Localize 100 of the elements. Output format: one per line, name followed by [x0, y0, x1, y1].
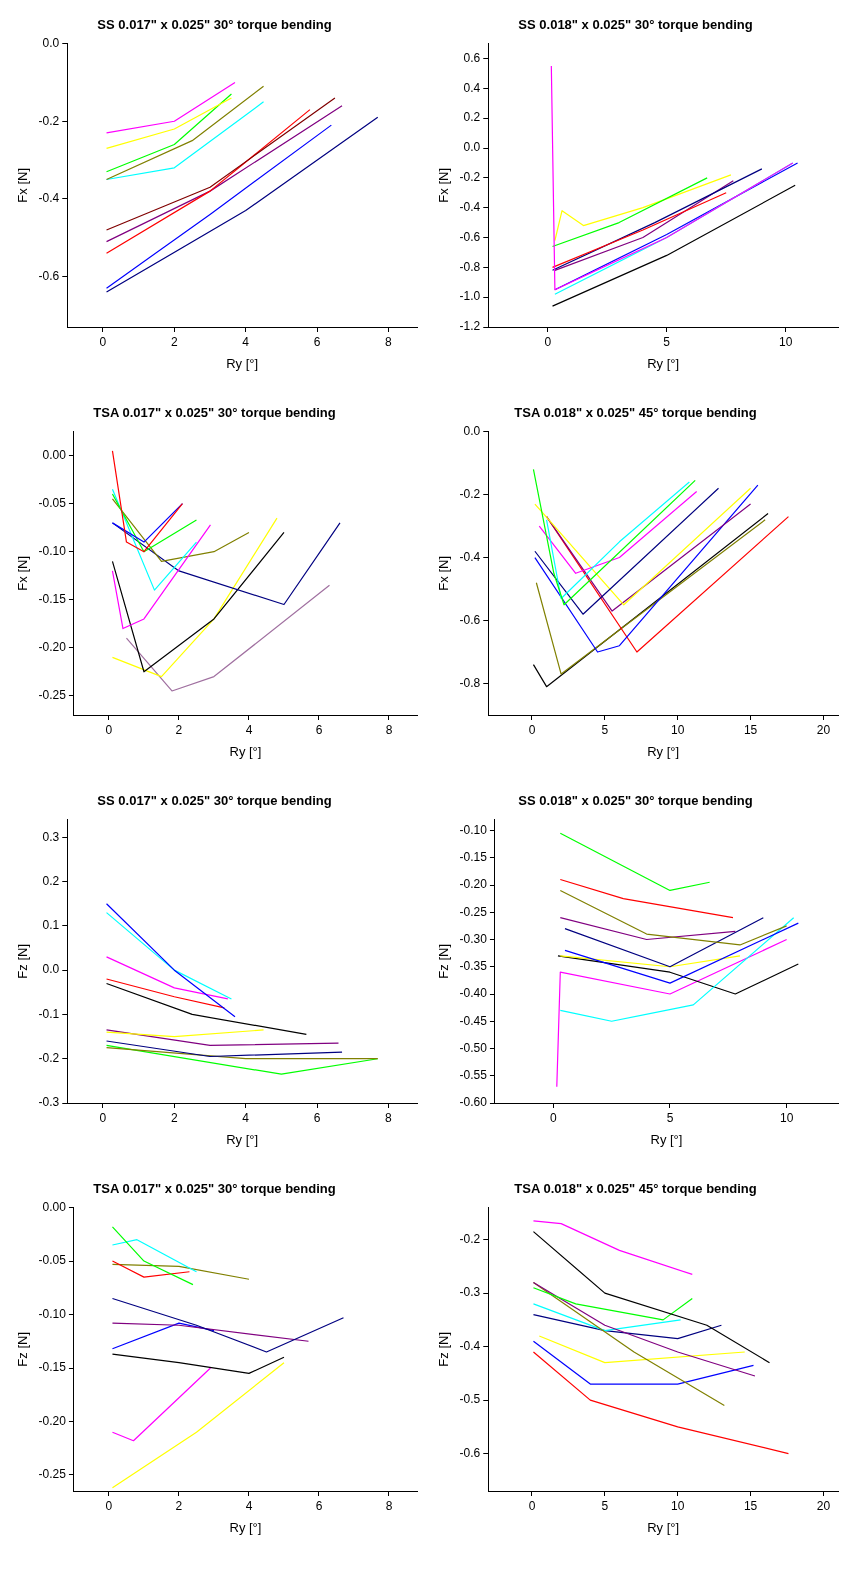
chart-title: SS 0.017" x 0.025" 30° torque bending — [97, 17, 332, 33]
y-axis-title: Fx [N] — [436, 167, 452, 203]
x-axis-title: Ry [°] — [226, 355, 259, 371]
x-tick-label: 6 — [313, 1110, 321, 1125]
x-tick-label: 6 — [315, 722, 323, 737]
x-tick-label: 2 — [175, 1498, 183, 1513]
x-tick-label: 4 — [245, 1498, 253, 1513]
x-axis-title: Ry [°] — [647, 743, 680, 759]
x-tick-label: 0 — [105, 1498, 113, 1513]
y-tick-label: -0.4 — [459, 1338, 481, 1353]
y-tick-label: -0.2 — [38, 1051, 60, 1066]
y-axis-title: Fz [N] — [15, 943, 31, 979]
x-tick-label: 5 — [666, 1110, 674, 1125]
y-tick-label: 0.4 — [463, 80, 481, 95]
y-tick-label: 0.3 — [42, 829, 60, 844]
x-tick-label: 8 — [385, 1498, 393, 1513]
y-tick-label: -0.25 — [38, 688, 67, 703]
y-tick-label: -0.25 — [459, 904, 488, 919]
y-tick-label: -0.8 — [459, 675, 481, 690]
y-tick-label: -0.10 — [38, 544, 67, 558]
x-tick-label: 0 — [528, 1498, 536, 1513]
x-tick-label: 0 — [99, 334, 107, 349]
x-axis-title: Ry [°] — [229, 743, 262, 759]
y-tick-label: -0.5 — [459, 1392, 481, 1407]
y-tick-label: -0.2 — [38, 113, 60, 128]
x-tick-label: 0 — [544, 334, 552, 349]
y-tick-label: -0.15 — [459, 850, 488, 865]
x-axis-title: Ry [°] — [650, 1131, 683, 1147]
y-tick-label: 0.2 — [463, 110, 481, 125]
y-tick-label: -0.20 — [459, 877, 488, 892]
x-axis-title: Ry [°] — [647, 1519, 680, 1535]
x-tick-label: 10 — [671, 722, 685, 737]
y-tick-label: -0.8 — [459, 259, 481, 274]
chart-title: SS 0.018" x 0.025" 30° torque bending — [518, 793, 753, 809]
chart-title: SS 0.018" x 0.025" 30° torque bending — [518, 17, 753, 33]
y-tick-label: -0.2 — [459, 170, 481, 185]
x-axis-title: Ry [°] — [229, 1519, 262, 1535]
x-tick-label: 20 — [816, 1498, 831, 1513]
x-tick-label: 0 — [105, 722, 113, 737]
x-tick-label: 10 — [671, 1498, 685, 1513]
x-tick-label: 8 — [385, 722, 393, 737]
y-tick-label: -0.4 — [459, 549, 481, 564]
y-tick-label: 0.6 — [463, 50, 481, 65]
y-tick-label: -0.55 — [459, 1068, 488, 1083]
y-tick-label: -0.10 — [459, 822, 488, 837]
y-tick-label: 0.0 — [463, 423, 481, 438]
x-tick-label: 15 — [743, 722, 758, 737]
y-tick-label: 0.00 — [42, 1199, 67, 1214]
y-tick-label: -0.30 — [459, 931, 488, 946]
y-tick-label: -0.15 — [38, 1360, 67, 1375]
y-axis-title: Fx [N] — [436, 555, 452, 591]
chart-title: TSA 0.017" x 0.025" 30° torque bending — [93, 405, 336, 421]
y-tick-label: -0.1 — [38, 1006, 60, 1021]
y-tick-label: -0.2 — [459, 486, 481, 501]
y-axis-title: Fz [N] — [436, 943, 452, 979]
y-axis-title: Fx [N] — [15, 167, 31, 203]
y-tick-label: -0.05 — [38, 1253, 67, 1268]
x-tick-label: 5 — [601, 722, 609, 737]
x-tick-label: 2 — [170, 334, 178, 349]
x-tick-label: 15 — [743, 1498, 758, 1513]
y-tick-label: -0.50 — [459, 1040, 488, 1055]
chart-title: TSA 0.018" x 0.025" 45° torque bending — [514, 405, 757, 421]
chart-title: TSA 0.017" x 0.025" 30° torque bending — [93, 1181, 336, 1197]
x-tick-label: 0 — [99, 1110, 107, 1125]
y-tick-label: -0.6 — [38, 268, 60, 283]
y-tick-label: 0.1 — [42, 918, 60, 933]
y-tick-label: -0.6 — [459, 612, 481, 627]
x-axis-title: Ry [°] — [226, 1131, 259, 1147]
x-tick-label: 4 — [242, 334, 250, 349]
x-tick-label: 4 — [242, 1110, 250, 1125]
x-tick-label: 10 — [779, 1110, 794, 1125]
x-tick-label: 2 — [175, 722, 183, 737]
y-tick-label: -0.40 — [459, 986, 488, 1001]
x-tick-label: 10 — [778, 334, 793, 349]
y-tick-label: -0.20 — [38, 640, 67, 655]
y-tick-label: 0.0 — [463, 140, 481, 155]
y-tick-label: -0.20 — [38, 1413, 67, 1428]
y-tick-label: -0.45 — [459, 1013, 488, 1028]
y-tick-label: -0.2 — [459, 1232, 481, 1246]
y-axis-title: Fx [N] — [15, 555, 31, 591]
x-tick-label: 4 — [245, 722, 253, 737]
y-tick-label: -0.10 — [38, 1306, 67, 1321]
chart-title: SS 0.017" x 0.025" 30° torque bending — [97, 793, 332, 809]
x-tick-label: 20 — [816, 722, 831, 737]
y-tick-label: -1.0 — [459, 289, 481, 304]
y-tick-label: 0.00 — [42, 447, 67, 462]
y-tick-label: -0.4 — [38, 191, 60, 206]
y-tick-label: 0.0 — [42, 962, 60, 977]
x-tick-label: 8 — [385, 334, 393, 349]
x-tick-label: 8 — [385, 1110, 393, 1125]
y-tick-label: -0.60 — [459, 1095, 488, 1110]
x-tick-label: 6 — [313, 334, 321, 349]
x-tick-label: 0 — [549, 1110, 557, 1125]
y-tick-label: 0.2 — [42, 873, 60, 888]
y-tick-label: -0.6 — [459, 229, 481, 244]
y-tick-label: -0.6 — [459, 1445, 481, 1460]
x-tick-label: 6 — [315, 1498, 323, 1513]
x-tick-label: 5 — [601, 1498, 609, 1513]
y-tick-label: -0.4 — [459, 199, 481, 214]
y-tick-label: -0.25 — [38, 1467, 67, 1482]
